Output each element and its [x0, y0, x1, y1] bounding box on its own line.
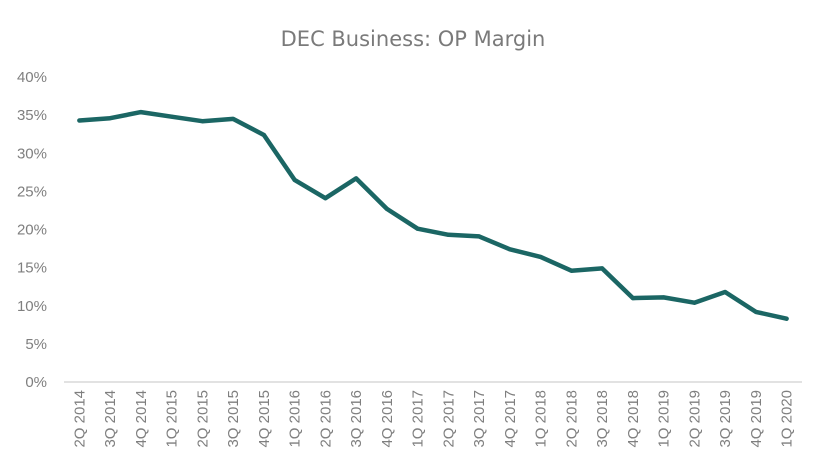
y-tick-label: 10%: [17, 298, 47, 315]
y-tick-label: 35%: [17, 107, 47, 124]
y-tick-label: 20%: [17, 222, 47, 239]
chart-title: DEC Business: OP Margin: [281, 27, 546, 51]
y-tick-label: 15%: [17, 260, 47, 277]
x-tick-label: 3Q 2019: [717, 390, 734, 448]
data-point: [384, 206, 389, 211]
x-tick-label: 2Q 2017: [440, 390, 457, 448]
x-axis: 2Q 2014 3Q 2014 4Q 2014 1Q 2015 2Q 2015 3Q 20…: [71, 390, 795, 448]
y-tick-label: 25%: [17, 183, 47, 200]
data-point: [446, 232, 451, 237]
data-point: [692, 300, 697, 305]
data-point: [784, 316, 789, 321]
x-tick-label: 2Q 2015: [194, 390, 211, 448]
x-tick-label: 1Q 2017: [410, 390, 427, 448]
y-axis: 0% 5% 10% 15% 20% 25% 30% 35% 40%: [17, 69, 47, 391]
data-point: [600, 266, 605, 271]
data-point: [723, 290, 728, 295]
data-point: [538, 254, 543, 259]
data-point: [323, 196, 328, 201]
data-point: [354, 176, 359, 181]
x-tick-label: 3Q 2014: [102, 390, 119, 448]
x-tick-label: 4Q 2017: [502, 390, 519, 448]
x-tick-label: 2Q 2016: [317, 390, 334, 448]
x-tick-label: 1Q 2018: [533, 390, 550, 448]
series-line-op-margin: [77, 109, 789, 321]
data-point: [138, 110, 143, 115]
x-tick-label: 4Q 2018: [625, 390, 642, 448]
data-point: [630, 296, 635, 301]
x-tick-label: 3Q 2017: [471, 390, 488, 448]
x-tick-label: 1Q 2019: [656, 390, 673, 448]
x-tick-label: 4Q 2014: [133, 390, 150, 448]
x-tick-label: 3Q 2015: [225, 390, 242, 448]
x-tick-label: 4Q 2019: [748, 390, 765, 448]
data-point: [169, 114, 174, 119]
x-tick-label: 3Q 2016: [348, 390, 365, 448]
data-point: [477, 234, 482, 239]
x-tick-label: 4Q 2016: [379, 390, 396, 448]
data-point: [415, 226, 420, 231]
y-tick-label: 5%: [25, 336, 47, 353]
data-point: [108, 116, 113, 121]
x-tick-label: 2Q 2014: [71, 390, 88, 448]
x-tick-label: 3Q 2018: [594, 390, 611, 448]
x-tick-label: 2Q 2019: [686, 390, 703, 448]
data-point: [292, 177, 297, 182]
data-point: [661, 295, 666, 300]
data-point: [261, 132, 266, 137]
data-point: [231, 116, 236, 121]
x-tick-label: 1Q 2015: [164, 390, 181, 448]
y-tick-label: 40%: [17, 69, 47, 86]
data-points: [77, 110, 789, 321]
x-tick-label: 2Q 2018: [563, 390, 580, 448]
data-point: [569, 268, 574, 273]
y-tick-label: 30%: [17, 145, 47, 162]
data-point: [507, 247, 512, 252]
x-tick-label: 4Q 2015: [256, 390, 273, 448]
data-point: [753, 309, 758, 314]
data-point: [77, 118, 82, 123]
data-point: [200, 119, 205, 124]
x-tick-label: 1Q 2016: [287, 390, 304, 448]
x-tick-label: 1Q 2020: [779, 390, 796, 448]
y-tick-label: 0%: [25, 374, 47, 391]
